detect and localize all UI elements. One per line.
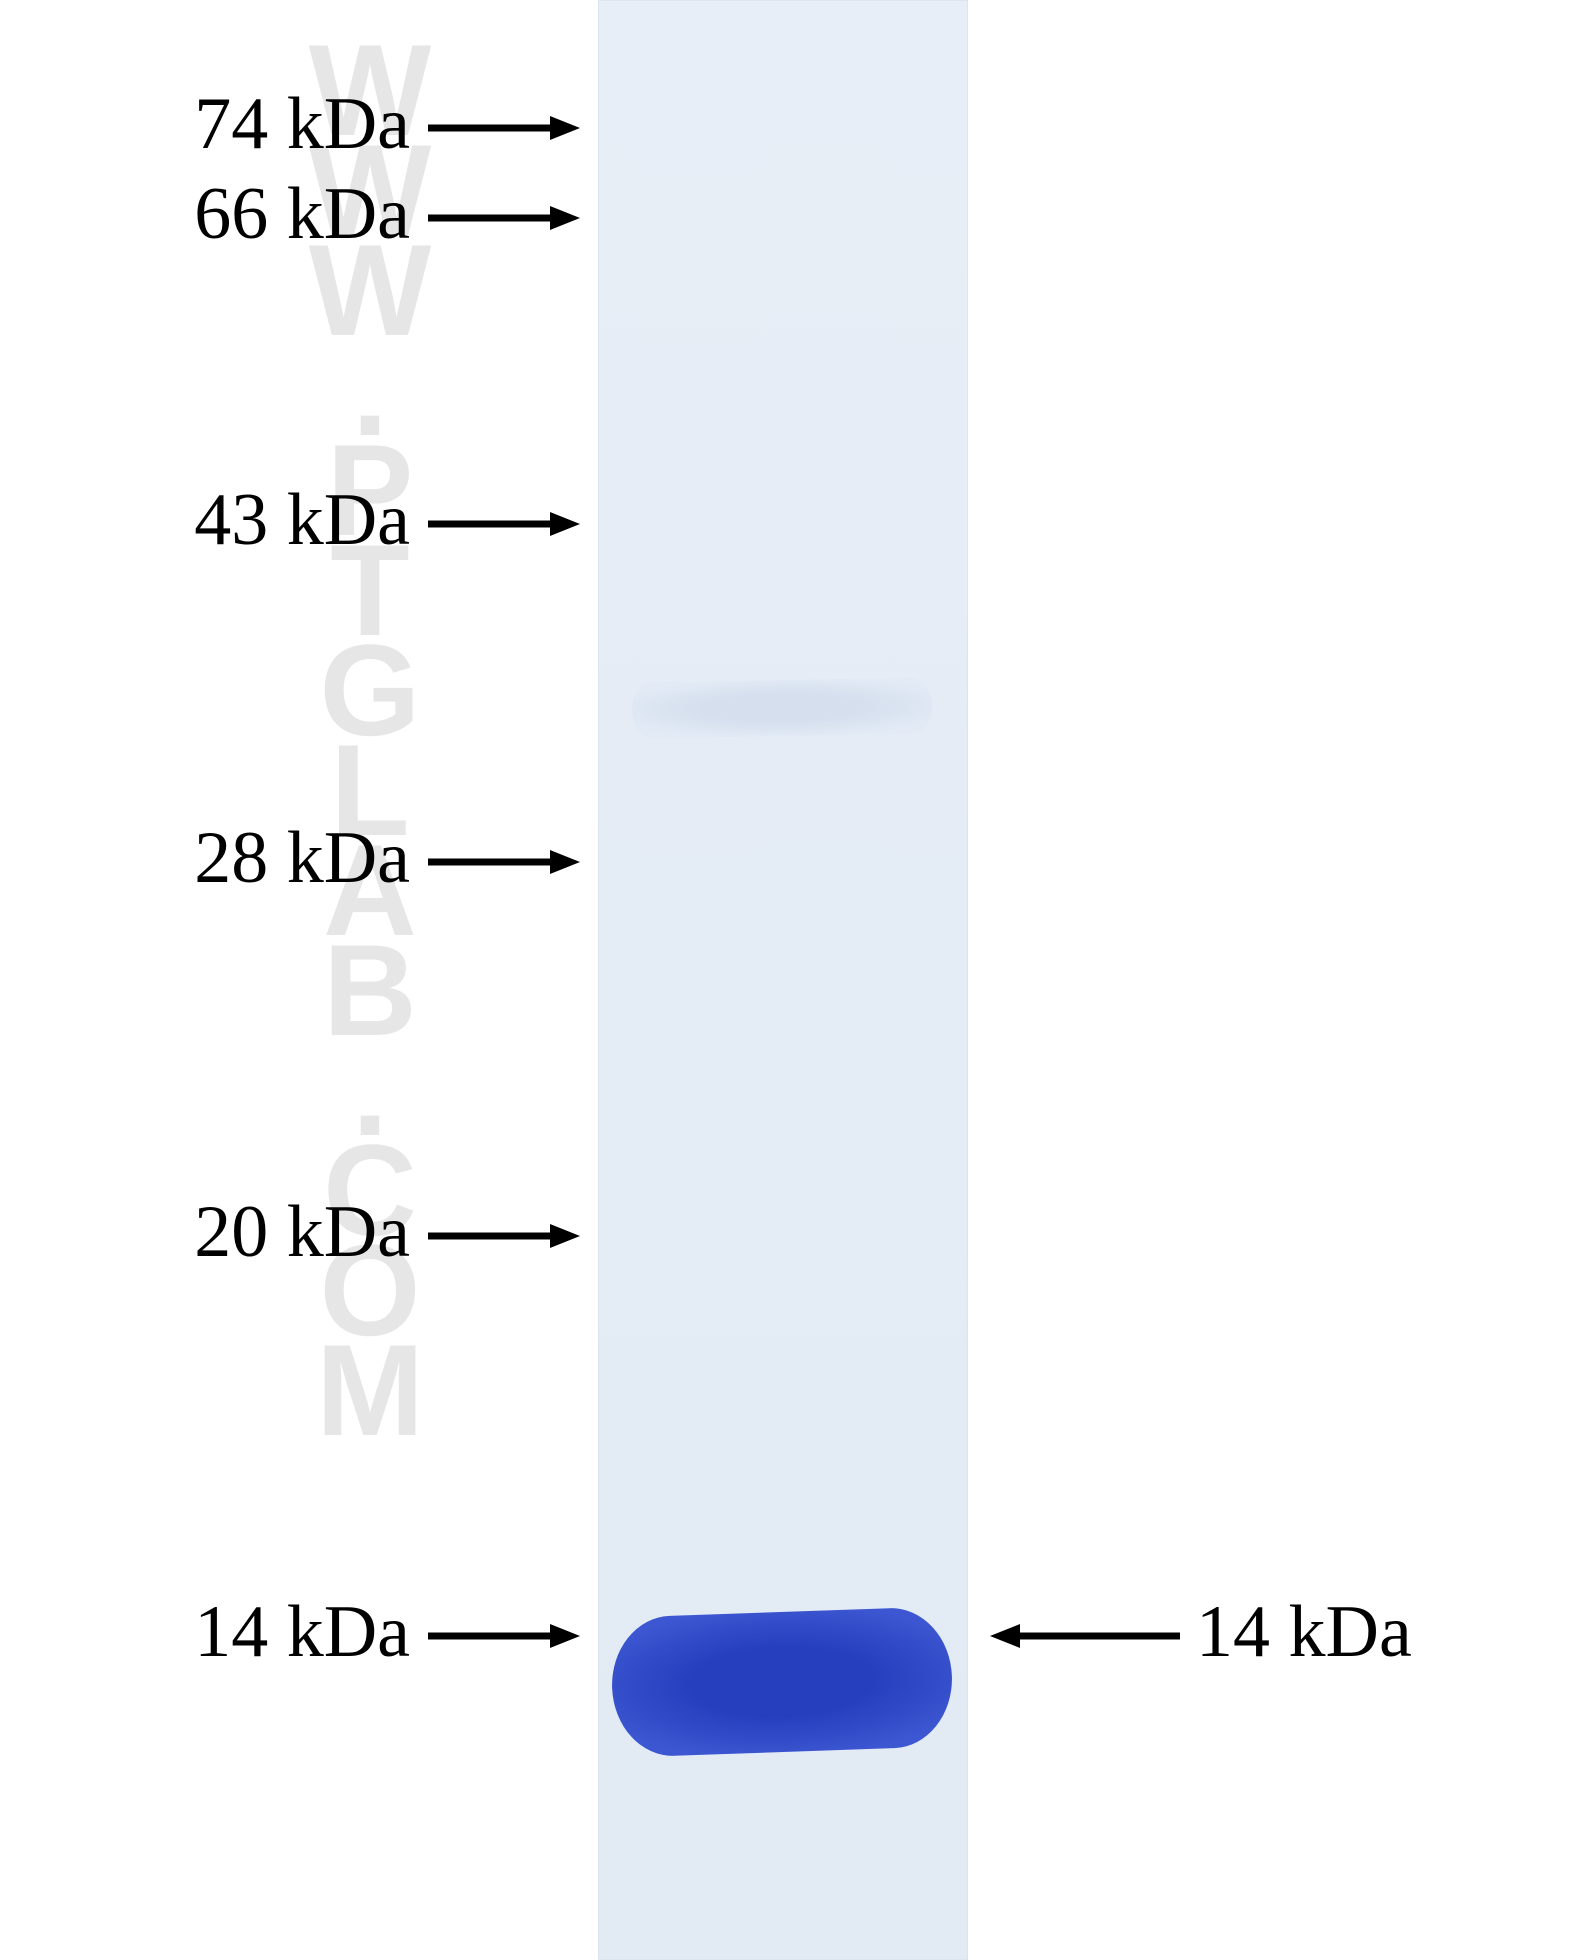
marker-arrow: [388, 98, 620, 158]
marker-arrow: [388, 494, 620, 554]
marker-arrow: [388, 832, 620, 892]
marker-label: 20 kDa: [194, 1190, 410, 1275]
marker-arrow: [388, 188, 620, 248]
result-arrow: [950, 1606, 1220, 1666]
marker-label: 66 kDa: [194, 172, 410, 257]
marker-label: 74 kDa: [194, 82, 410, 167]
marker-arrow: [388, 1206, 620, 1266]
marker-label: 43 kDa: [194, 478, 410, 563]
marker-label: 28 kDa: [194, 816, 410, 901]
marker-arrow: [388, 1606, 620, 1666]
protein-band-main: [610, 1606, 955, 1758]
watermark-char: M: [316, 1325, 424, 1455]
protein-band-faint: [632, 677, 933, 738]
result-label: 14 kDa: [1196, 1590, 1412, 1675]
marker-label: 14 kDa: [194, 1590, 410, 1675]
